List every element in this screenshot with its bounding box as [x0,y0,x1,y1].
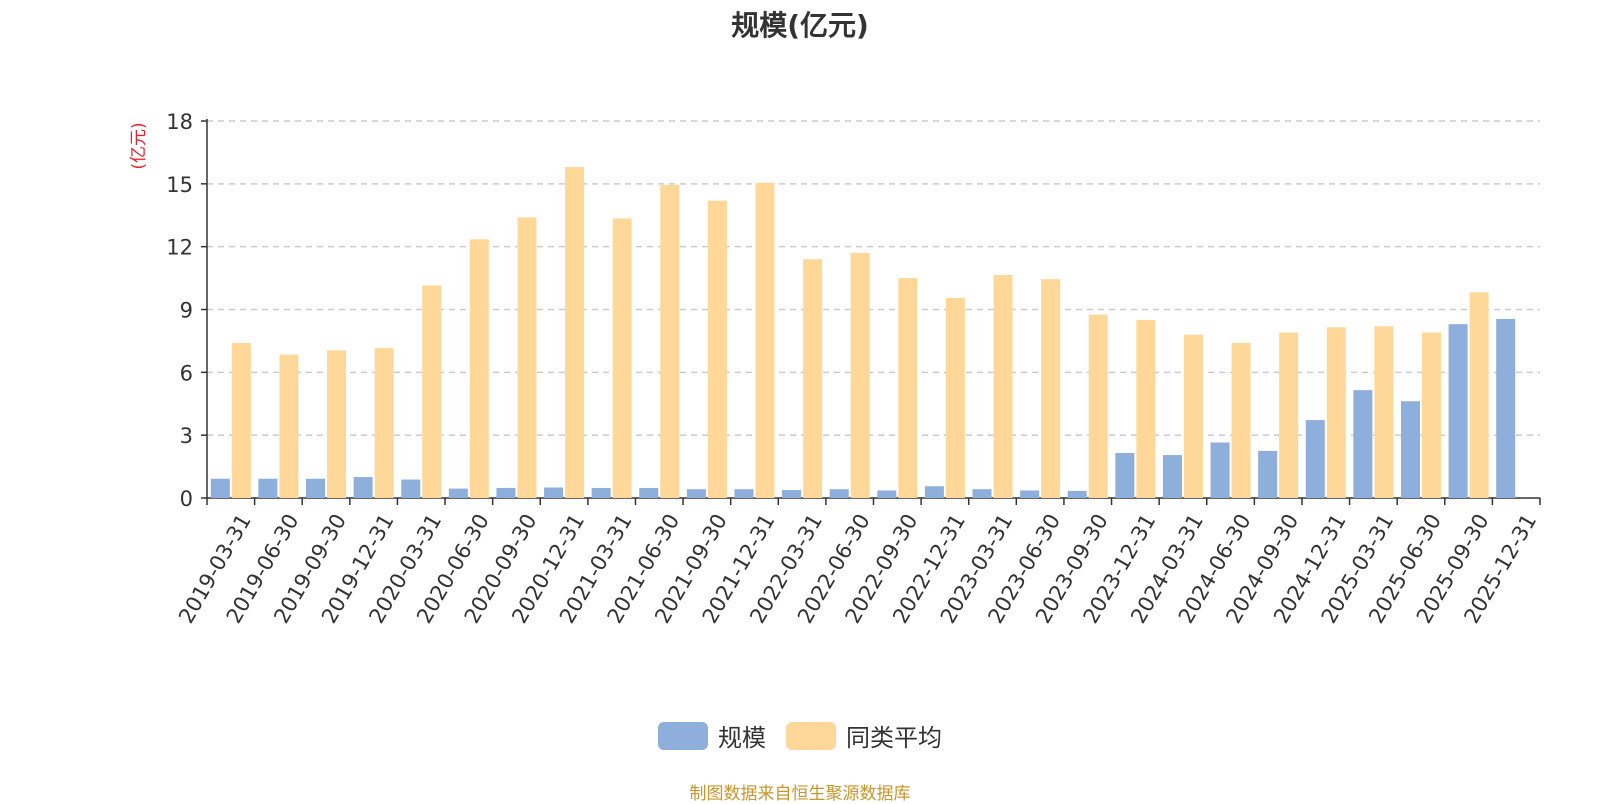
bar-peer-average [612,218,632,498]
bar-peer-average [1136,319,1156,498]
bar-peer-average [850,252,870,498]
y-tick-label: 0 [180,487,193,511]
bar-peer-average [374,348,394,498]
bar-peer-average [469,239,489,498]
y-tick-label: 18 [166,110,193,134]
chart-title: 规模(亿元) [731,9,869,42]
y-tick-label: 12 [166,236,193,260]
legend-label-peer-average: 同类平均 [846,724,942,752]
bar-peer-average [279,354,299,498]
bar-scale [639,487,659,498]
y-tick-label: 15 [166,173,193,197]
bar-scale [1448,324,1468,498]
bar-scale [924,486,944,498]
bar-peer-average [898,278,918,498]
bar-scale [1020,490,1040,498]
bar-peer-average [1279,332,1299,498]
bar-peer-average [517,217,537,498]
bar-scale [258,478,278,498]
bar-scale [1305,420,1325,498]
y-tick-label: 6 [180,361,193,385]
bar-scale [686,489,706,498]
bar-scale [1115,452,1135,498]
bar-scale [306,478,326,498]
y-tick-label: 3 [180,424,193,448]
bar-peer-average [803,259,823,498]
bar-scale [1496,318,1516,498]
legend: 规模 同类平均 [0,718,1600,753]
bar-peer-average [993,274,1013,498]
bar-scale [972,489,992,498]
bar-scale [782,490,802,498]
bar-scale [829,489,849,498]
bar-scale [734,489,754,498]
bar-peer-average [1421,332,1441,498]
y-tick-label: 9 [180,299,193,323]
bar-scale [210,478,230,498]
bar-peer-average [707,200,727,499]
bar-peer-average [1183,334,1203,498]
bar-peer-average [422,285,442,498]
bar-scale [1353,390,1373,498]
bar-scale [496,487,516,498]
data-source-note: 制图数据来自恒生聚源数据库 [689,784,911,804]
bar-peer-average [1469,292,1489,498]
legend-item-scale[interactable]: 规模 [658,718,766,753]
bar-scale [353,477,373,498]
bar-scale [1162,455,1182,498]
bar-peer-average [660,184,680,498]
bar-scale [544,487,564,498]
bars [210,167,1516,499]
legend-swatch-peer-average [786,721,836,750]
bar-scale [877,490,897,498]
bar-peer-average [945,297,965,498]
bar-peer-average [1374,326,1394,498]
legend-swatch-scale [658,721,708,750]
bar-scale [1210,442,1230,498]
y-axis-unit-label: (亿元) [129,122,149,169]
bar-peer-average [1326,327,1346,498]
bar-peer-average [327,350,347,498]
bar-peer-average [565,167,585,499]
bar-scale [401,479,421,498]
bar-peer-average [1231,343,1251,498]
legend-label-scale: 规模 [718,724,766,752]
bar-scale [1258,450,1278,498]
bar-peer-average [231,343,251,498]
legend-item-peer-average[interactable]: 同类平均 [786,718,942,753]
bar-scale [1067,490,1087,498]
bar-scale [448,488,468,498]
bar-peer-average [755,182,775,498]
bar-scale [591,487,611,498]
bar-scale [1400,401,1420,498]
bar-peer-average [1088,314,1108,498]
bar-peer-average [1041,279,1061,498]
